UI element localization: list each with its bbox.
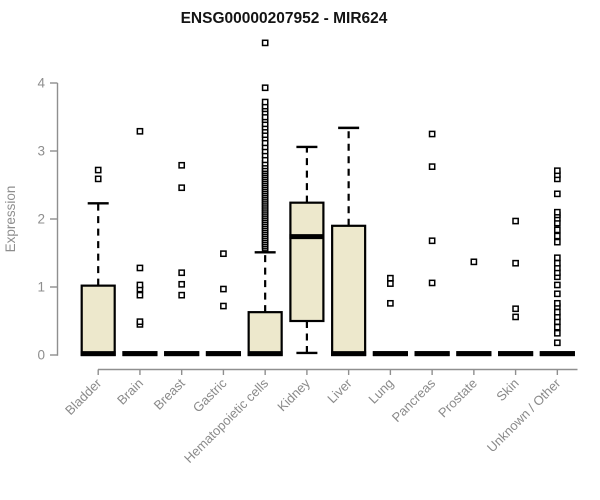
- y-tick-label: 1: [37, 280, 45, 295]
- outlier-point-lung: [387, 280, 394, 287]
- outlier-point-lung: [387, 274, 394, 282]
- x-tick-label-gastric: Gastric: [190, 375, 230, 415]
- chart-title: ENSG00000207952 - MIR624: [181, 10, 388, 27]
- x-tick-label-lung: Lung: [365, 376, 396, 407]
- outlier-point-unknown-other: [553, 299, 561, 307]
- box-hematopoietic-cells: [247, 311, 283, 357]
- outlier-point-unknown-other: [553, 190, 561, 198]
- outlier-point-unknown-other: [553, 167, 561, 175]
- outlier-point-brain: [136, 281, 144, 289]
- outlier-point-unknown-other: [553, 238, 561, 246]
- outlier-point-skin: [512, 259, 519, 267]
- outlier-point-brain: [136, 127, 144, 135]
- outlier-point-gastric: [220, 285, 227, 293]
- x-tick-label-bladder: Bladder: [62, 375, 105, 418]
- x-tick-label-liver: Liver: [324, 375, 355, 406]
- outlier-point-brain: [136, 291, 144, 299]
- outlier-point-pancreas: [428, 237, 436, 245]
- outlier-point-unknown-other: [553, 339, 561, 347]
- outlier-point-pancreas: [428, 279, 436, 287]
- outlier-point-brain: [136, 318, 144, 326]
- outlier-point-pancreas: [428, 130, 436, 138]
- box-bladder: [80, 284, 116, 357]
- outlier-point-breast: [178, 161, 186, 169]
- outlier-point-lung: [387, 299, 394, 307]
- y-tick-label: 4: [37, 76, 45, 91]
- y-tick-label: 2: [37, 212, 45, 227]
- x-tick-label-breast: Breast: [151, 375, 188, 412]
- outlier-point-unknown-other: [553, 232, 561, 240]
- x-tick-label-prostate: Prostate: [435, 376, 480, 421]
- box-kidney: [289, 201, 325, 323]
- outlier-point-unknown-other: [553, 323, 561, 331]
- outlier-point-unknown-other: [553, 208, 561, 216]
- outlier-point-unknown-other: [553, 329, 561, 337]
- outlier-point-pancreas: [428, 163, 436, 170]
- outlier-point-unknown-other: [553, 254, 561, 262]
- outlier-point-gastric: [220, 250, 227, 258]
- x-tick-label-pancreas: Pancreas: [389, 375, 439, 425]
- outlier-point-bladder: [94, 175, 102, 183]
- outlier-point-skin: [512, 217, 519, 225]
- x-tick-label-skin: Skin: [493, 376, 521, 404]
- outlier-point-prostate: [470, 258, 478, 266]
- y-tick-label: 3: [37, 144, 45, 159]
- outlier-point-unknown-other: [553, 290, 561, 298]
- outlier-point-hematopoietic-cells: [261, 98, 269, 106]
- outlier-point-breast: [178, 184, 186, 192]
- x-tick-label-kidney: Kidney: [274, 375, 313, 414]
- outlier-point-hematopoietic-cells: [261, 84, 269, 92]
- outlier-point-unknown-other: [553, 226, 561, 234]
- y-axis-label: Expression: [3, 186, 18, 253]
- box-liver: [331, 224, 367, 357]
- outlier-point-bladder: [94, 166, 102, 174]
- outlier-point-skin: [512, 313, 519, 321]
- outlier-point-hematopoietic-cells: [261, 39, 269, 47]
- outlier-point-breast: [178, 269, 186, 277]
- outlier-point-breast: [178, 291, 186, 299]
- outlier-point-unknown-other: [553, 281, 561, 289]
- y-tick-label: 0: [37, 348, 45, 363]
- x-tick-label-unknown-other: Unknown / Other: [484, 375, 564, 455]
- outlier-point-breast: [178, 280, 186, 288]
- outlier-point-skin: [512, 305, 519, 313]
- outlier-point-brain: [136, 264, 144, 272]
- outlier-point-unknown-other: [553, 259, 561, 267]
- outlier-point-unknown-other: [553, 308, 561, 316]
- x-tick-label-brain: Brain: [114, 376, 146, 408]
- outlier-point-gastric: [220, 302, 227, 310]
